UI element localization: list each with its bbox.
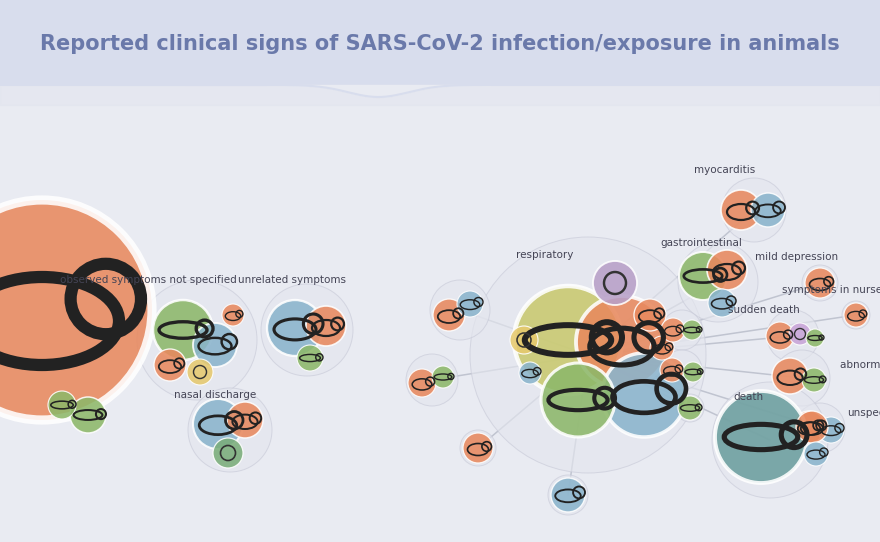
Circle shape: [430, 280, 490, 340]
Circle shape: [796, 411, 828, 443]
Circle shape: [551, 478, 585, 512]
Circle shape: [193, 323, 237, 367]
Circle shape: [306, 306, 346, 346]
Circle shape: [602, 353, 686, 437]
Circle shape: [751, 193, 785, 227]
Circle shape: [463, 433, 493, 463]
Circle shape: [678, 396, 702, 420]
Circle shape: [408, 369, 436, 397]
Circle shape: [660, 358, 684, 382]
Circle shape: [576, 296, 668, 388]
Circle shape: [470, 237, 706, 473]
Circle shape: [844, 303, 868, 327]
Circle shape: [406, 354, 458, 406]
Circle shape: [802, 265, 838, 301]
Circle shape: [593, 261, 637, 305]
Circle shape: [193, 399, 243, 449]
Text: nasal discharge: nasal discharge: [174, 390, 256, 400]
Circle shape: [153, 300, 213, 360]
Circle shape: [842, 301, 870, 329]
Text: Reported clinical signs of SARS-CoV-2 infection/exposure in animals: Reported clinical signs of SARS-CoV-2 in…: [40, 34, 840, 54]
Text: myocarditis: myocarditis: [694, 165, 756, 175]
Circle shape: [676, 394, 704, 422]
Text: observed symptoms not specified: observed symptoms not specified: [60, 275, 237, 285]
Text: mild depression: mild depression: [755, 252, 839, 262]
Bar: [0, 0, 880, 85]
Circle shape: [222, 304, 244, 326]
Circle shape: [818, 417, 844, 443]
Circle shape: [789, 323, 811, 345]
Circle shape: [772, 358, 808, 394]
Circle shape: [774, 350, 830, 406]
Circle shape: [708, 289, 736, 317]
Text: respiratory: respiratory: [517, 250, 574, 260]
Circle shape: [541, 363, 615, 437]
Circle shape: [188, 388, 272, 472]
Circle shape: [793, 411, 825, 443]
Circle shape: [802, 368, 826, 392]
Circle shape: [154, 349, 186, 381]
Circle shape: [48, 391, 76, 419]
Circle shape: [682, 320, 702, 340]
Circle shape: [806, 329, 824, 347]
Circle shape: [650, 336, 674, 360]
Circle shape: [433, 299, 465, 331]
Circle shape: [661, 318, 685, 342]
Circle shape: [634, 299, 666, 331]
Text: symptoms in nursed: symptoms in nursed: [781, 285, 880, 295]
Circle shape: [297, 345, 323, 371]
Text: abnormal behavior: abnormal behavior: [840, 360, 880, 370]
Circle shape: [767, 310, 819, 362]
Circle shape: [805, 268, 835, 298]
Circle shape: [683, 362, 703, 382]
Text: death: death: [733, 392, 763, 402]
Circle shape: [662, 350, 702, 390]
Circle shape: [721, 190, 761, 230]
Circle shape: [460, 430, 496, 466]
Circle shape: [514, 286, 622, 394]
Circle shape: [213, 438, 243, 468]
Circle shape: [70, 397, 106, 433]
Circle shape: [678, 242, 758, 322]
Circle shape: [510, 326, 538, 354]
Circle shape: [457, 291, 483, 317]
Circle shape: [715, 391, 807, 483]
Circle shape: [766, 322, 794, 350]
Circle shape: [795, 403, 845, 453]
Circle shape: [707, 250, 747, 290]
Text: unspecifi: unspecifi: [847, 408, 880, 418]
Circle shape: [662, 310, 702, 350]
Circle shape: [519, 362, 541, 384]
Circle shape: [137, 280, 257, 400]
Circle shape: [432, 366, 454, 388]
Text: sudden death: sudden death: [728, 305, 800, 315]
Circle shape: [0, 200, 152, 420]
Circle shape: [712, 382, 828, 498]
Text: unrelated symptoms: unrelated symptoms: [238, 275, 346, 285]
Circle shape: [804, 442, 828, 466]
Circle shape: [722, 178, 786, 242]
Circle shape: [187, 359, 213, 385]
Text: gastrointestinal: gastrointestinal: [660, 238, 742, 248]
Circle shape: [261, 284, 353, 376]
Circle shape: [267, 300, 323, 356]
Circle shape: [679, 252, 727, 300]
Circle shape: [227, 402, 263, 438]
Circle shape: [548, 475, 588, 515]
